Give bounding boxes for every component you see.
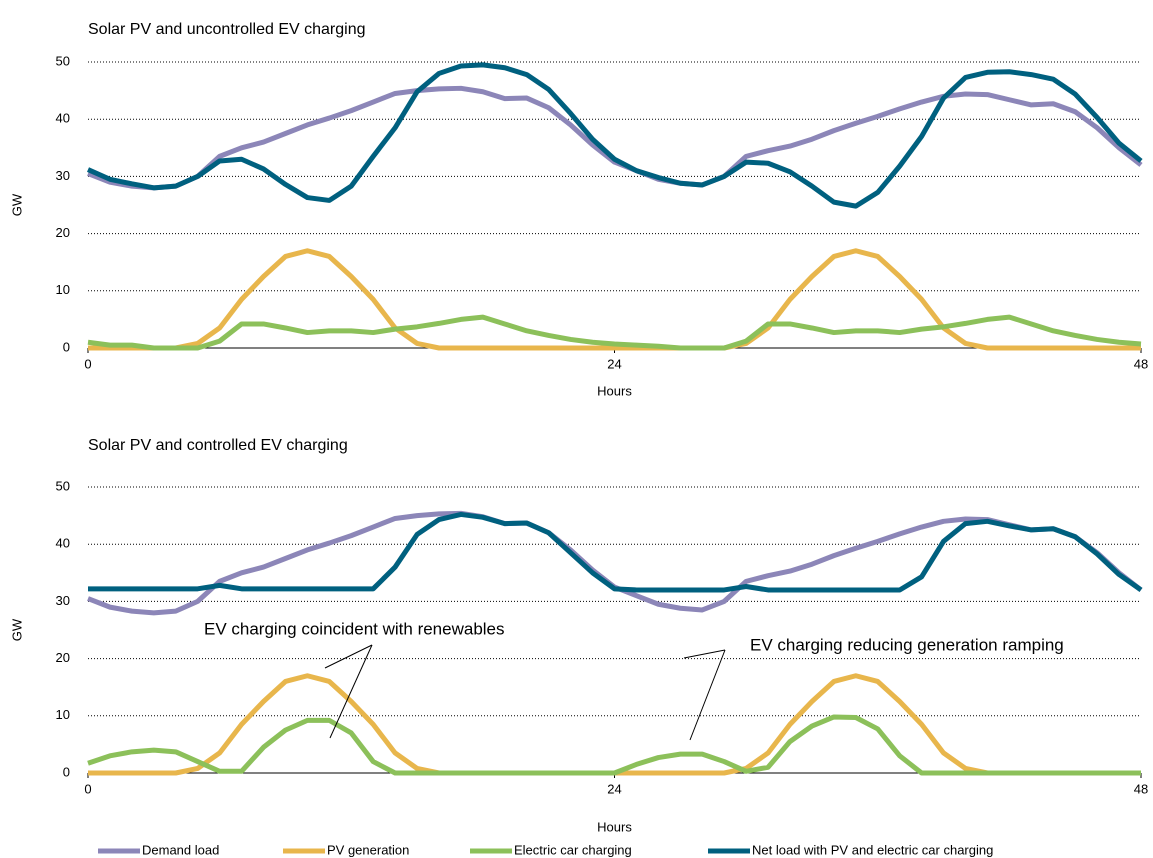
plot-layer: Solar PV and uncontrolled EV charging GW H…: [9, 21, 1148, 857]
series-line: [87, 314, 1142, 351]
x-axis-label: Hours: [597, 383, 632, 398]
x-tick-label: 24: [607, 781, 621, 796]
y-tick-label: 20: [56, 225, 70, 240]
y-tick-label: 10: [56, 282, 70, 297]
series-line: [87, 714, 1141, 776]
legend-label: PV generation: [327, 842, 409, 857]
series-line: [88, 673, 1141, 776]
y-tick-label: 30: [56, 168, 70, 183]
annotation: EV charging reducing generation ramping: [750, 635, 1064, 654]
series-line: [86, 62, 1143, 209]
y-tick-label: 20: [56, 650, 70, 665]
annotation-leader: [329, 644, 373, 739]
annotation: EV charging coincident with renewables: [204, 619, 505, 638]
x-tick-label: 48: [1134, 356, 1148, 371]
x-tick-label: 0: [84, 781, 91, 796]
series-line: [88, 511, 1143, 593]
annotation-leader: [683, 649, 726, 659]
series-line: [87, 85, 1143, 191]
x-tick-label: 0: [84, 356, 91, 371]
y-tick-label: 50: [56, 53, 70, 68]
legend-label: Electric car charging: [514, 842, 632, 857]
annotation-leader: [689, 649, 726, 741]
x-axis-label: Hours: [597, 819, 632, 834]
series-line: [87, 510, 1143, 616]
chart-title: Solar PV and uncontrolled EV charging: [88, 21, 366, 38]
y-tick-label: 50: [56, 478, 70, 493]
y-tick-label: 0: [63, 764, 70, 779]
annotation-leader: [324, 644, 373, 669]
y-axis-label: GW: [9, 193, 24, 216]
y-tick-label: 0: [63, 339, 70, 354]
annotation-lines: [324, 644, 726, 741]
chart-title: Solar PV and controlled EV charging: [88, 437, 348, 454]
series-line: [88, 248, 1141, 351]
y-tick-label: 40: [56, 111, 70, 126]
legend-label: Demand load: [142, 842, 219, 857]
y-tick-label: 30: [56, 593, 70, 608]
y-axis-label: GW: [9, 618, 24, 641]
x-tick-label: 24: [607, 356, 621, 371]
y-tick-label: 10: [56, 707, 70, 722]
x-tick-label: 48: [1134, 781, 1148, 796]
y-tick-label: 40: [56, 536, 70, 551]
legend-label: Net load with PV and electric car chargi…: [752, 842, 993, 857]
